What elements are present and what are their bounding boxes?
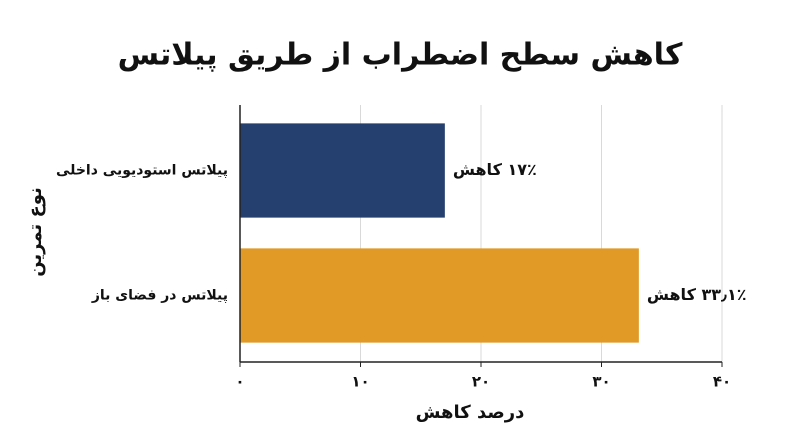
plot: ۱۷٪ کاهش پیلاتس استودیویی داخلی ۳۳٫۱٪ کاهش… [56,123,747,343]
y-tick-label: پیلاتس در فضای باز [91,288,228,304]
x-tick-label: ۳۰ [592,373,610,391]
x-axis-label: درصد کاهش [416,402,525,423]
y-tick-label: پیلاتس استودیویی داخلی [56,163,228,179]
value-label: ۳۳٫۱٪ کاهش [647,285,747,304]
y-axis-label: نوع تمرین [25,187,46,277]
chart-title: کاهش سطح اضطراب از طریق پیلاتس [118,38,683,73]
x-tick-label: ۰ [235,373,244,391]
grid: ۰ ۱۰ ۲۰ ۳۰ ۴۰ [235,105,731,391]
value-label: ۱۷٪ کاهش [453,160,537,179]
x-tick-label: ۴۰ [713,373,731,391]
bar [240,123,445,218]
bar [240,248,639,343]
x-tick-label: ۱۰ [351,373,369,391]
x-tick-label: ۲۰ [472,373,490,391]
